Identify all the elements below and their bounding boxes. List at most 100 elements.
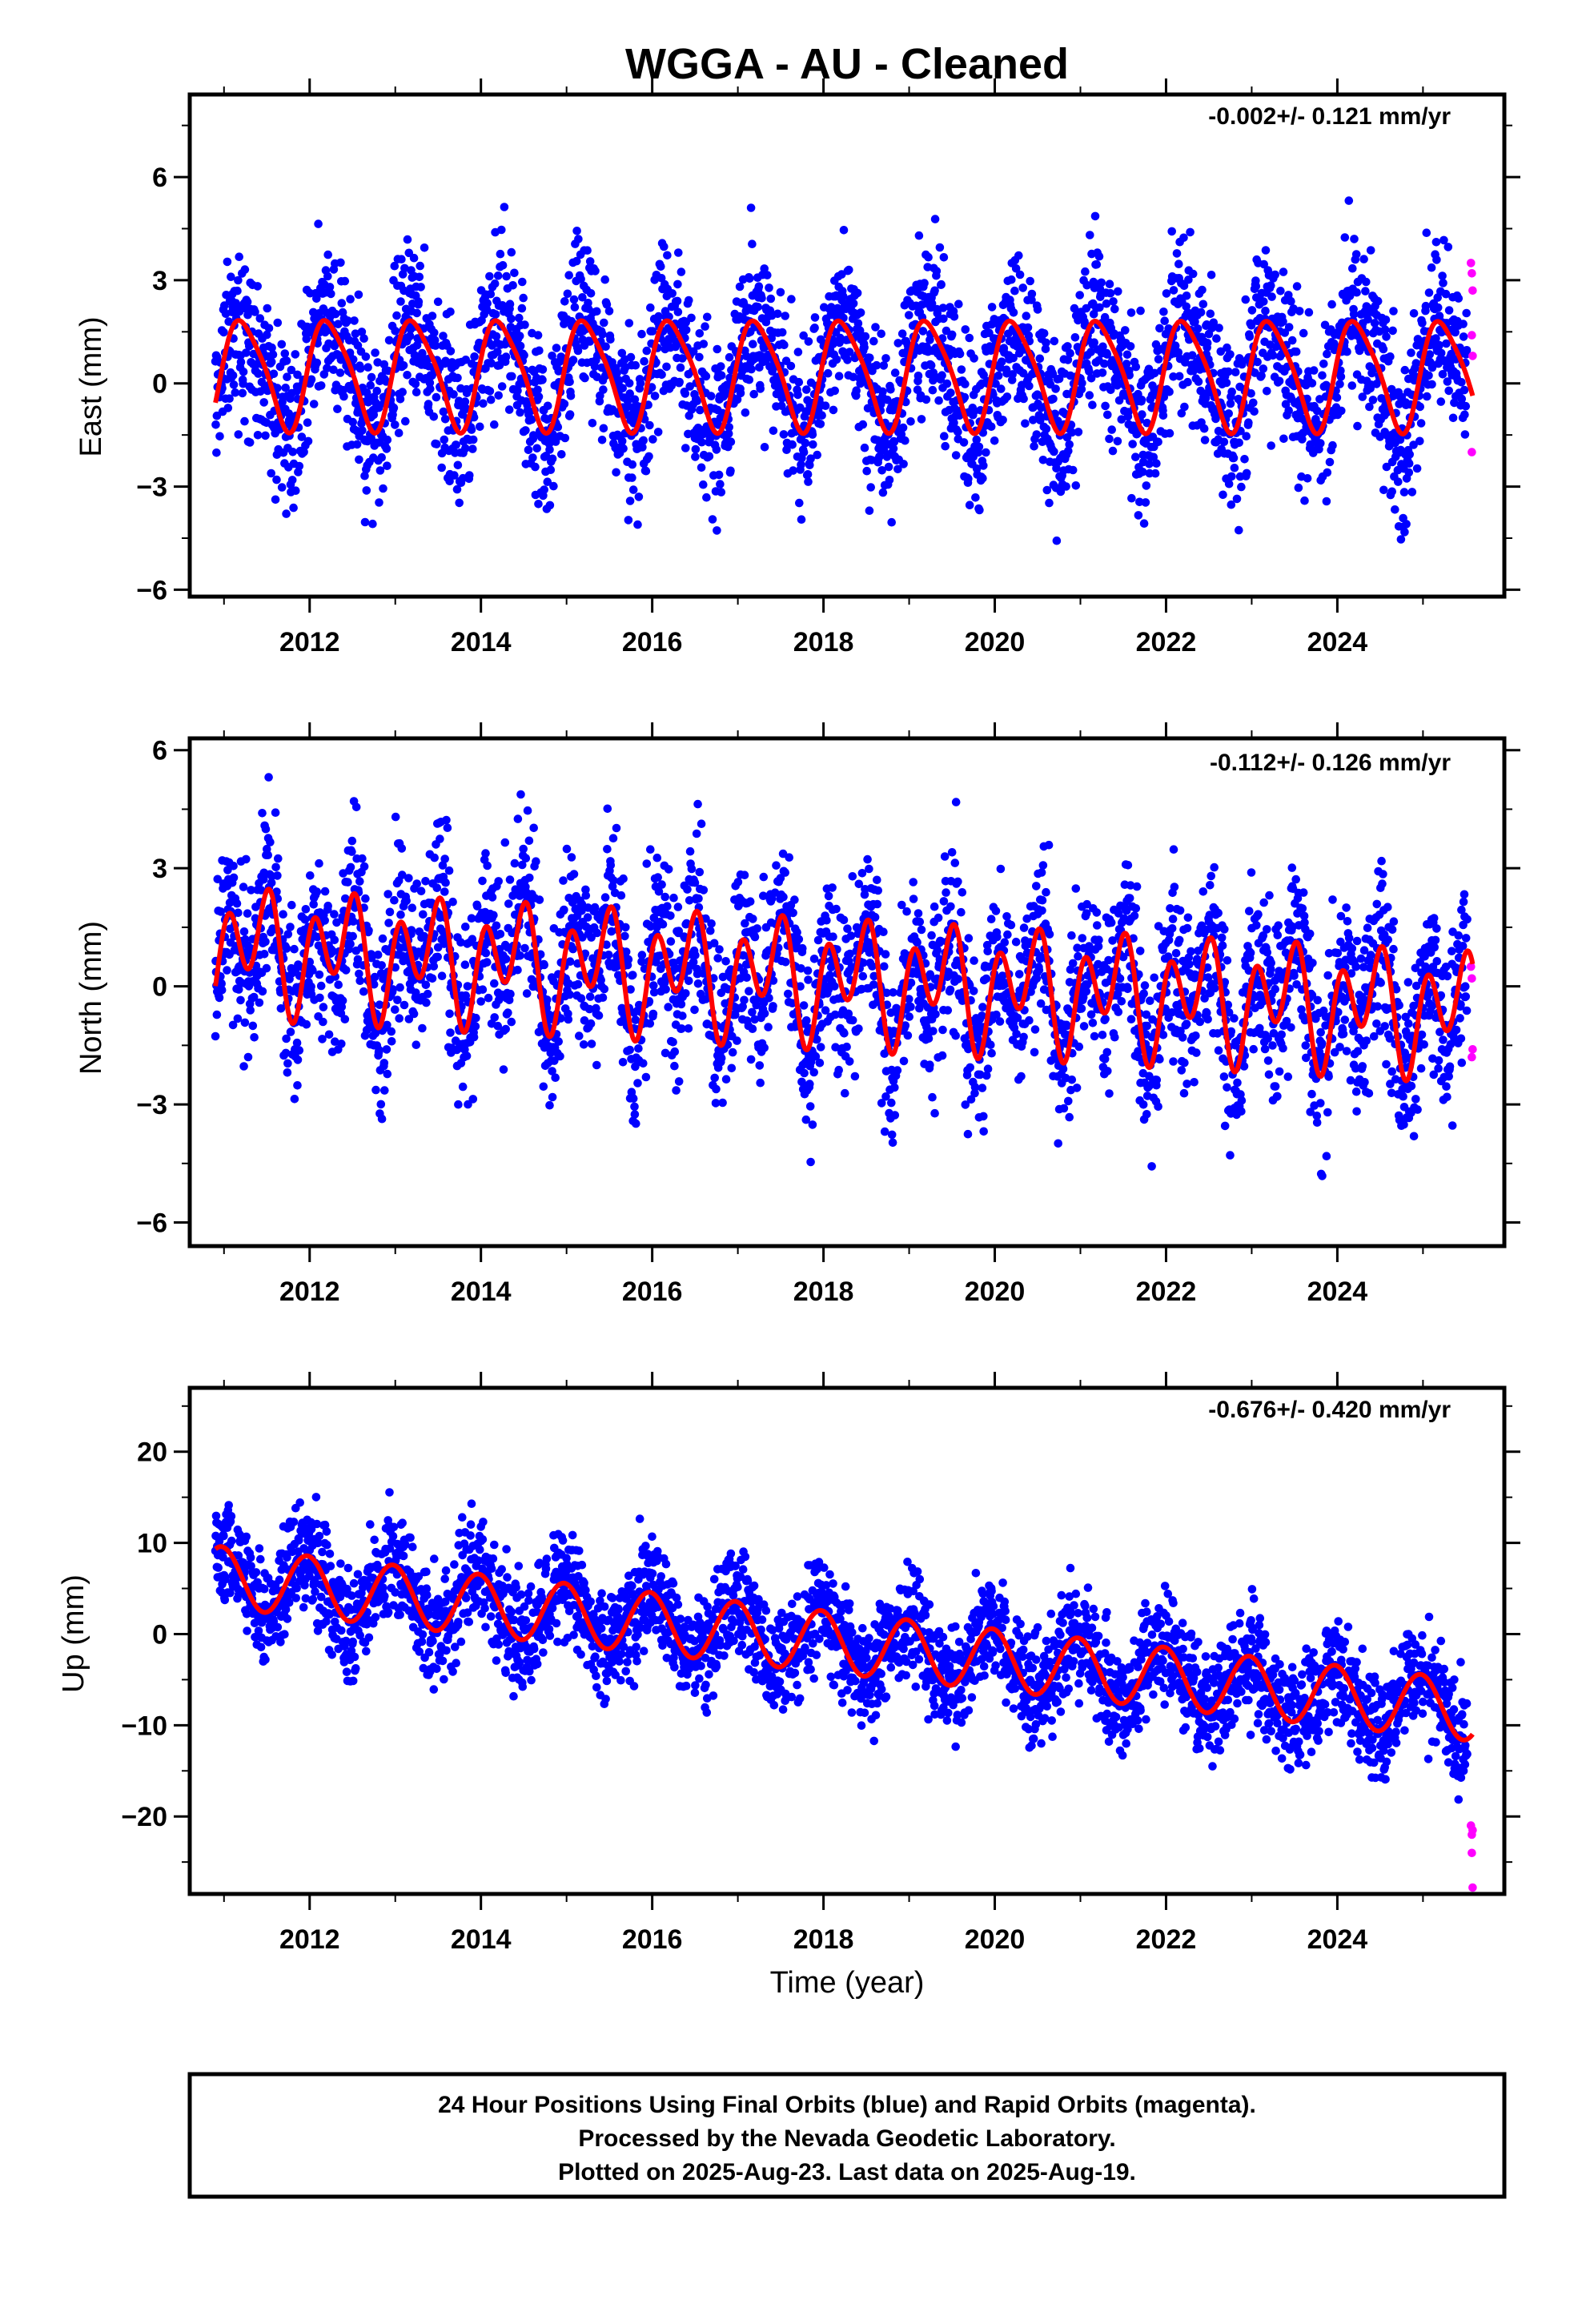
data-point	[790, 895, 799, 904]
data-point	[754, 282, 764, 292]
data-point	[359, 334, 368, 344]
data-point	[462, 1051, 472, 1060]
data-point	[765, 283, 773, 292]
data-point	[488, 893, 497, 902]
data-point	[838, 292, 848, 301]
data-point	[412, 340, 422, 350]
data-point	[997, 384, 1006, 393]
data-point	[432, 883, 442, 892]
data-point	[841, 1088, 849, 1098]
data-point	[1271, 270, 1279, 279]
data-point	[387, 1027, 396, 1036]
data-point	[229, 873, 239, 883]
data-point	[217, 985, 227, 995]
data-point	[1240, 455, 1249, 464]
data-point	[673, 308, 683, 316]
data-point	[493, 271, 503, 280]
data-point	[748, 239, 757, 249]
data-point	[215, 432, 224, 441]
data-point	[1309, 366, 1319, 375]
data-point	[799, 448, 809, 456]
data-point	[703, 312, 712, 322]
data-point	[448, 897, 457, 907]
data-point	[1172, 249, 1182, 258]
data-point	[615, 376, 624, 385]
data-point	[951, 451, 961, 460]
data-point	[1165, 428, 1174, 438]
data-point	[625, 1045, 634, 1055]
data-point	[376, 1100, 386, 1109]
data-point	[712, 1084, 721, 1094]
data-point	[1090, 211, 1100, 221]
data-point	[590, 903, 600, 912]
data-point	[1159, 308, 1168, 316]
data-point	[1407, 348, 1415, 357]
data-point	[519, 844, 528, 854]
data-point	[1348, 263, 1357, 273]
data-point	[935, 243, 945, 252]
data-point	[1299, 328, 1308, 338]
data-point	[756, 384, 765, 393]
data-point	[789, 466, 797, 475]
data-point	[1025, 381, 1034, 391]
data-point	[354, 405, 363, 414]
data-point	[486, 289, 496, 299]
data-point	[1325, 457, 1335, 467]
data-point	[1063, 356, 1073, 364]
data-point	[382, 444, 391, 453]
data-point	[266, 838, 275, 846]
data-point	[1064, 446, 1073, 456]
data-point	[1018, 283, 1027, 292]
data-point	[741, 352, 751, 361]
data-point	[1332, 393, 1342, 402]
data-point	[863, 854, 872, 864]
y-tick-label: −3	[136, 472, 167, 503]
data-point	[1188, 269, 1198, 279]
data-point	[565, 957, 575, 966]
data-point	[383, 1069, 392, 1079]
data-point	[1042, 338, 1050, 348]
data-point	[725, 352, 734, 362]
data-point	[314, 219, 323, 228]
data-point	[1444, 386, 1453, 396]
data-point	[1074, 428, 1083, 436]
data-point	[1242, 432, 1251, 440]
data-point	[372, 386, 382, 396]
north-panel: North (mm) -0.112+/- 0.126 mm/yr 2012 201…	[74, 722, 1520, 1307]
data-point	[626, 352, 636, 362]
data-point	[462, 388, 472, 398]
data-point	[906, 417, 915, 426]
data-point	[663, 251, 672, 260]
data-point	[1291, 347, 1301, 356]
data-point	[675, 377, 684, 387]
data-point	[716, 480, 725, 489]
data-point	[1126, 342, 1135, 351]
data-point	[411, 380, 420, 388]
data-point	[494, 391, 503, 400]
data-point	[1167, 227, 1176, 236]
data-point	[990, 436, 999, 445]
data-point	[524, 445, 533, 455]
data-point	[913, 372, 923, 380]
data-point	[490, 979, 499, 988]
data-point	[815, 1059, 825, 1068]
data-point	[784, 989, 793, 999]
data-point	[695, 867, 705, 877]
data-point	[961, 325, 970, 334]
data-point	[468, 435, 478, 444]
data-point	[440, 415, 450, 424]
data-point	[785, 853, 793, 862]
data-point	[1049, 394, 1058, 404]
data-point	[559, 876, 568, 885]
data-point	[813, 450, 821, 460]
data-point	[234, 275, 243, 285]
data-point	[271, 862, 280, 872]
data-point	[572, 227, 581, 235]
data-point	[803, 966, 813, 975]
data-point	[368, 519, 377, 529]
data-point	[1200, 436, 1210, 444]
data-point	[884, 462, 893, 472]
data-point	[504, 899, 513, 908]
data-point	[320, 887, 330, 896]
data-point	[315, 858, 323, 868]
